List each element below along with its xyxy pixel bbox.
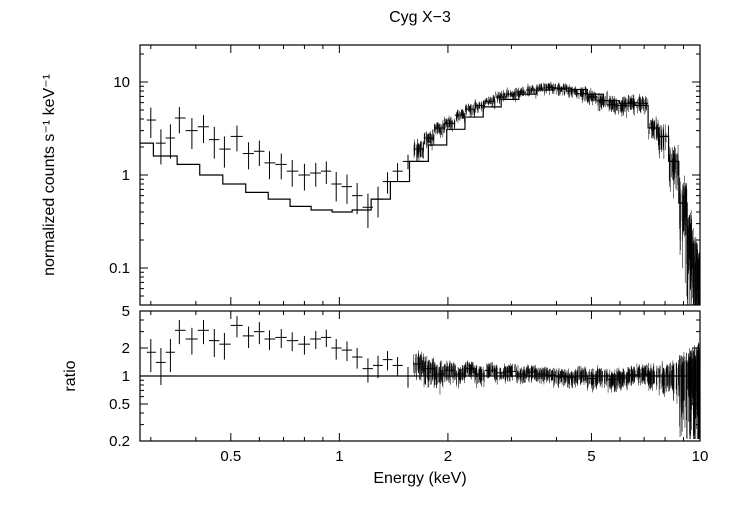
svg-text:0.5: 0.5 xyxy=(109,396,130,413)
svg-text:10: 10 xyxy=(113,74,130,91)
svg-text:10: 10 xyxy=(692,448,709,465)
svg-text:5: 5 xyxy=(122,303,130,320)
svg-text:2: 2 xyxy=(444,448,452,465)
svg-text:1: 1 xyxy=(122,167,130,184)
svg-text:5: 5 xyxy=(587,448,595,465)
svg-text:1: 1 xyxy=(335,448,343,465)
svg-text:1: 1 xyxy=(122,368,130,385)
svg-text:0.1: 0.1 xyxy=(109,260,130,277)
svg-text:Cyg X−3: Cyg X−3 xyxy=(389,9,451,26)
svg-text:normalized counts s⁻¹ keV⁻¹: normalized counts s⁻¹ keV⁻¹ xyxy=(41,74,58,276)
svg-text:Energy (keV): Energy (keV) xyxy=(373,470,466,487)
svg-text:ratio: ratio xyxy=(62,360,79,391)
svg-text:0.5: 0.5 xyxy=(220,448,241,465)
svg-text:0.2: 0.2 xyxy=(109,433,130,450)
spectrum-plot: 0.5 1 2 5 10 0.1 1 10 0.2 0.5 1 2 5 Cyg X−3 Energy (ke… xyxy=(0,0,737,524)
svg-text:2: 2 xyxy=(122,340,130,357)
